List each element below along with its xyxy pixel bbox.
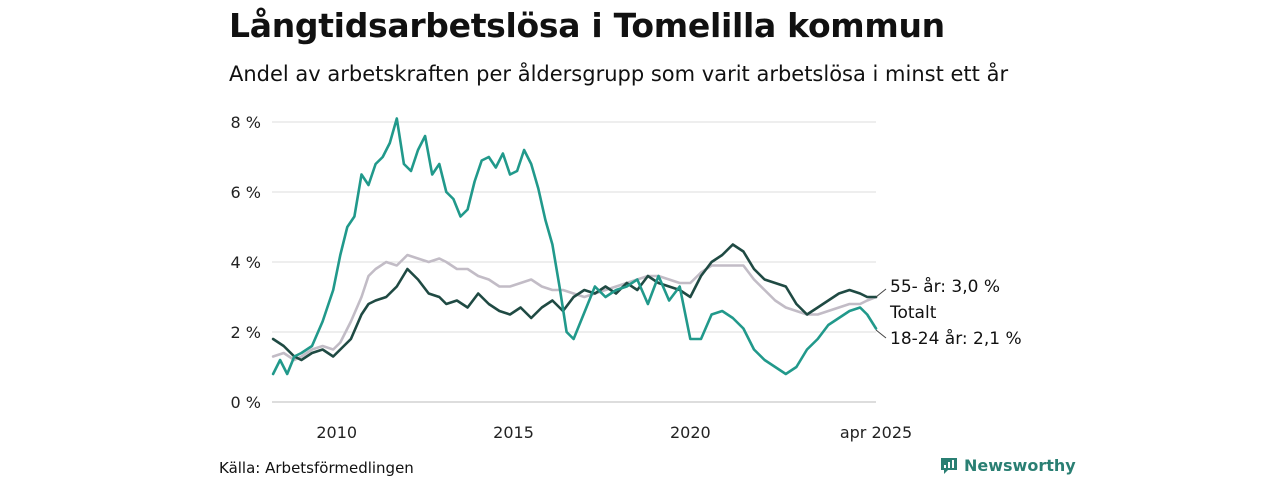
series-line-older	[271, 243, 878, 362]
y-tick-label: 4 %	[231, 253, 261, 272]
x-tick-label: 2015	[493, 423, 534, 442]
series-lines	[271, 117, 878, 376]
x-tick-label: apr 2025	[840, 423, 912, 442]
end-label-older: 55- år: 3,0 %	[890, 276, 1000, 297]
y-tick-label: 6 %	[231, 183, 261, 202]
y-tick-label: 8 %	[231, 113, 261, 132]
y-tick-label: 0 %	[231, 393, 261, 412]
end-label-total: Totalt	[889, 303, 937, 323]
chart-title: Långtidsarbetslösa i Tomelilla kommun	[229, 6, 945, 45]
x-axis-ticks: 2010 2015 2020 apr 2025	[316, 423, 912, 442]
x-tick-label: 2020	[670, 423, 711, 442]
end-labels: 55- år: 3,0 % Totalt 18-24 år: 2,1 %	[875, 276, 1022, 349]
brand-logo-link[interactable]: Newsworthy	[940, 456, 1076, 475]
series-line-total	[271, 253, 878, 362]
y-axis-ticks: 0 % 2 % 4 % 6 % 8 %	[231, 113, 261, 412]
end-label-youth: 18-24 år: 2,1 %	[890, 328, 1022, 349]
source-note: Källa: Arbetsförmedlingen	[219, 459, 414, 477]
end-label-leader-youth	[875, 329, 887, 339]
chart-subtitle: Andel av arbetskraften per åldersgrupp s…	[229, 62, 1009, 86]
y-tick-label: 2 %	[231, 323, 261, 342]
x-tick-label: 2010	[316, 423, 357, 442]
grid-lines	[272, 121, 876, 403]
end-label-leader-older	[875, 288, 887, 298]
newsworthy-logo-icon	[941, 457, 957, 474]
series-line-youth	[271, 117, 878, 376]
brand-name: Newsworthy	[964, 456, 1076, 475]
